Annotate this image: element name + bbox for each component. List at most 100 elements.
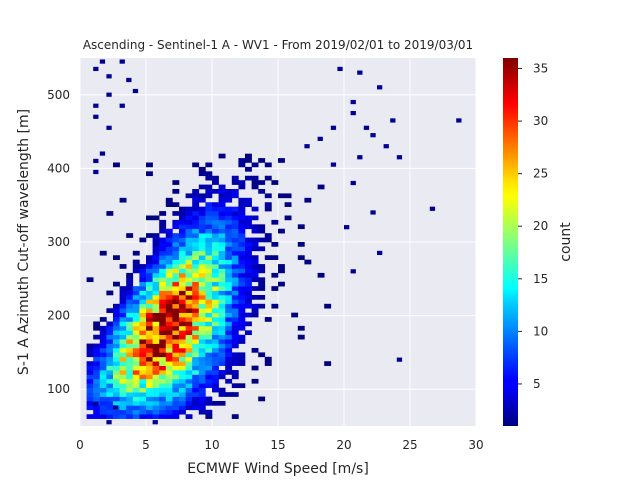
heatmap-cell — [238, 259, 246, 265]
heatmap-cell — [165, 268, 173, 274]
heatmap-cell — [231, 290, 239, 296]
heatmap-cell — [258, 396, 266, 402]
heatmap-cell — [106, 339, 114, 344]
heatmap-cell — [139, 414, 147, 419]
heatmap-cell — [185, 317, 193, 322]
heatmap-cell — [139, 339, 147, 344]
heatmap-cell — [218, 343, 226, 349]
heatmap-cell — [179, 250, 186, 256]
heatmap-cell — [238, 228, 246, 234]
heatmap-cell — [225, 312, 233, 318]
heatmap-cell — [152, 246, 160, 252]
heatmap-cell — [106, 387, 114, 393]
heatmap-cell — [238, 303, 246, 309]
heatmap-cell — [165, 308, 173, 313]
heatmap-cell — [106, 290, 114, 296]
heatmap-cell — [192, 356, 200, 362]
heatmap-cell — [192, 312, 200, 318]
heatmap-cell — [159, 312, 167, 318]
heatmap-cell — [238, 206, 246, 212]
heatmap-cell — [106, 420, 112, 425]
heatmap-cell — [278, 264, 285, 269]
heatmap-cell — [152, 420, 158, 425]
heatmap-cell — [146, 171, 153, 177]
heatmap-cell — [192, 228, 200, 234]
heatmap-cell — [192, 396, 200, 402]
heatmap-cell — [172, 361, 180, 366]
heatmap-cell — [139, 290, 147, 296]
heatmap-cell — [245, 321, 252, 327]
heatmap-cell — [238, 325, 246, 331]
heatmap-cell — [152, 317, 160, 322]
heatmap-cell — [238, 299, 246, 305]
heatmap-cell — [192, 259, 200, 265]
heatmap-cell — [330, 125, 337, 130]
heatmap-cell — [245, 215, 252, 221]
heatmap-cell — [231, 294, 239, 300]
heatmap-cell — [106, 392, 114, 397]
heatmap-cell — [146, 334, 153, 340]
heatmap-cell — [146, 233, 153, 238]
heatmap-cell — [218, 356, 226, 362]
heatmap-cell — [185, 303, 193, 309]
heatmap-cell — [251, 264, 259, 269]
heatmap-cell — [172, 180, 180, 185]
heatmap-cell — [218, 228, 226, 234]
heatmap-cell — [99, 387, 107, 393]
heatmap-cell — [106, 400, 114, 406]
heatmap-cell — [245, 242, 252, 247]
heatmap-cell — [245, 294, 252, 300]
heatmap-cell — [152, 396, 160, 402]
heatmap-cell — [132, 370, 140, 375]
heatmap-cell — [238, 180, 246, 185]
heatmap-cell — [251, 272, 259, 278]
heatmap-cell — [238, 317, 246, 322]
heatmap-cell — [172, 409, 180, 415]
heatmap-cell — [106, 343, 114, 349]
heatmap-cell — [231, 219, 239, 225]
heatmap-cell — [119, 383, 127, 389]
heatmap-cell — [198, 281, 206, 287]
heatmap-cell — [350, 99, 356, 105]
heatmap-cell — [172, 308, 180, 313]
heatmap-cell — [377, 250, 383, 256]
heatmap-cell — [159, 286, 167, 291]
heatmap-cell — [212, 325, 219, 331]
colorbar-tick-label: 25 — [533, 167, 548, 181]
heatmap-cell — [179, 237, 186, 243]
heatmap-cell — [185, 233, 193, 238]
heatmap-cell — [218, 290, 226, 296]
heatmap-cell — [172, 255, 180, 260]
heatmap-cell — [245, 158, 252, 163]
heatmap-cell — [192, 233, 200, 238]
heatmap-cell — [192, 317, 200, 322]
heatmap-cell — [119, 387, 127, 393]
heatmap-cell — [146, 325, 153, 331]
heatmap-cell — [139, 392, 147, 397]
heatmap-cell — [132, 250, 140, 256]
heatmap-cell — [251, 378, 259, 384]
heatmap-cell — [218, 237, 226, 243]
heatmap-cell — [212, 264, 219, 269]
heatmap-cell — [185, 246, 193, 252]
heatmap-cell — [159, 250, 167, 256]
heatmap-cell — [159, 383, 167, 389]
heatmap-cell — [179, 370, 186, 375]
heatmap-cell — [238, 277, 246, 283]
heatmap-cell — [205, 259, 213, 265]
heatmap-cell — [159, 294, 167, 300]
heatmap-cell — [126, 330, 134, 336]
heatmap-cell — [205, 268, 213, 274]
heatmap-cell — [330, 162, 337, 167]
heatmap-cell — [179, 277, 186, 283]
heatmap-cell — [119, 352, 127, 358]
heatmap-cell — [132, 334, 140, 340]
heatmap-cell — [225, 317, 233, 322]
heatmap-cell — [212, 255, 219, 260]
heatmap-cell — [139, 383, 147, 389]
heatmap-cell — [119, 343, 127, 349]
heatmap-cell — [132, 330, 140, 336]
heatmap-cell — [225, 215, 233, 221]
heatmap-cell — [225, 356, 233, 362]
heatmap-cell — [185, 383, 193, 389]
